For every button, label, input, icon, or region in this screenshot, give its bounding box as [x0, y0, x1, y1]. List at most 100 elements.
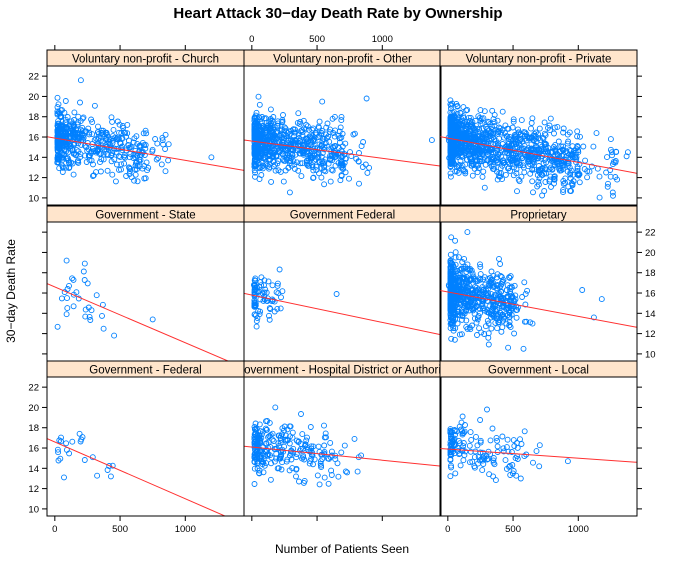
- data-point: [267, 125, 273, 132]
- data-point: [84, 280, 91, 287]
- data-point: [460, 457, 467, 464]
- panel-title: Government - Local: [488, 365, 589, 377]
- data-point: [256, 421, 263, 428]
- data-point: [469, 458, 476, 465]
- regression-line: [47, 136, 244, 171]
- data-point: [554, 160, 561, 167]
- data-point: [506, 154, 513, 161]
- data-point: [335, 132, 342, 139]
- data-point: [458, 144, 465, 151]
- data-point: [447, 251, 454, 258]
- y-tick-label: 12: [645, 329, 656, 340]
- data-point: [98, 156, 105, 163]
- data-point: [159, 137, 166, 144]
- data-point: [255, 443, 262, 449]
- data-point: [91, 102, 98, 109]
- regression-line: [244, 292, 441, 336]
- data-point: [464, 229, 471, 236]
- data-point: [62, 98, 69, 104]
- data-point: [559, 166, 566, 173]
- y-tick-label: 12: [28, 173, 39, 184]
- data-point: [291, 165, 298, 172]
- data-point: [528, 125, 534, 132]
- panel-points: [445, 229, 605, 352]
- data-point: [149, 316, 156, 323]
- data-point: [448, 452, 455, 459]
- data-point: [490, 473, 497, 480]
- data-point: [309, 126, 316, 133]
- data-point: [499, 157, 506, 164]
- data-point: [565, 158, 572, 165]
- data-point: [490, 457, 497, 464]
- data-point: [541, 188, 548, 194]
- data-point: [253, 433, 260, 439]
- data-point: [448, 431, 455, 438]
- data-point: [497, 272, 504, 279]
- data-point: [479, 467, 486, 474]
- data-point: [251, 302, 258, 309]
- data-point: [113, 161, 120, 168]
- data-point: [469, 146, 476, 153]
- data-point: [513, 440, 520, 446]
- data-point: [342, 468, 349, 475]
- data-point: [481, 184, 488, 191]
- chart-title: Heart Attack 30−day Death Rate by Owners…: [173, 5, 502, 22]
- data-point: [533, 142, 539, 149]
- data-point: [295, 167, 302, 174]
- data-point: [487, 133, 494, 139]
- data-point: [497, 309, 504, 316]
- data-point: [299, 132, 306, 139]
- data-point: [321, 422, 327, 429]
- data-point: [477, 437, 484, 444]
- data-point: [251, 124, 258, 131]
- data-point: [292, 126, 298, 133]
- data-point: [552, 141, 559, 148]
- data-point: [530, 159, 537, 166]
- data-point: [482, 135, 489, 142]
- data-point: [99, 312, 105, 319]
- data-point: [500, 445, 507, 452]
- data-point: [302, 442, 309, 448]
- data-point: [266, 433, 273, 439]
- data-point: [257, 308, 264, 315]
- data-point: [447, 321, 454, 327]
- data-point: [551, 175, 558, 182]
- panel-title: Voluntary non-profit - Other: [273, 54, 412, 66]
- data-point: [261, 293, 268, 300]
- data-point: [469, 172, 476, 179]
- data-point: [448, 263, 455, 270]
- data-point: [448, 335, 455, 342]
- data-point: [506, 274, 513, 281]
- data-point: [304, 434, 310, 441]
- data-point: [623, 153, 630, 160]
- data-point: [300, 117, 307, 124]
- data-point: [307, 424, 314, 430]
- data-point: [505, 125, 512, 132]
- data-point: [104, 167, 111, 174]
- data-point: [284, 436, 291, 443]
- data-point: [469, 127, 476, 134]
- data-point: [107, 473, 114, 480]
- data-point: [474, 136, 481, 143]
- data-point: [478, 329, 485, 336]
- data-point: [472, 127, 479, 133]
- data-point: [67, 125, 74, 132]
- data-point: [469, 322, 475, 329]
- data-point: [460, 104, 467, 111]
- data-point: [524, 153, 531, 159]
- data-point: [541, 156, 548, 163]
- data-point: [612, 174, 619, 180]
- y-tick-label: 18: [645, 268, 656, 279]
- data-point: [266, 312, 272, 319]
- data-point: [274, 282, 281, 289]
- data-point: [283, 132, 290, 139]
- data-point: [556, 149, 563, 155]
- y-tick-label: 16: [28, 133, 39, 144]
- data-point: [449, 134, 456, 141]
- data-point: [609, 152, 615, 159]
- data-point: [55, 457, 62, 464]
- data-point: [325, 480, 332, 487]
- data-point: [366, 164, 373, 171]
- data-point: [78, 436, 85, 443]
- data-point: [256, 448, 263, 455]
